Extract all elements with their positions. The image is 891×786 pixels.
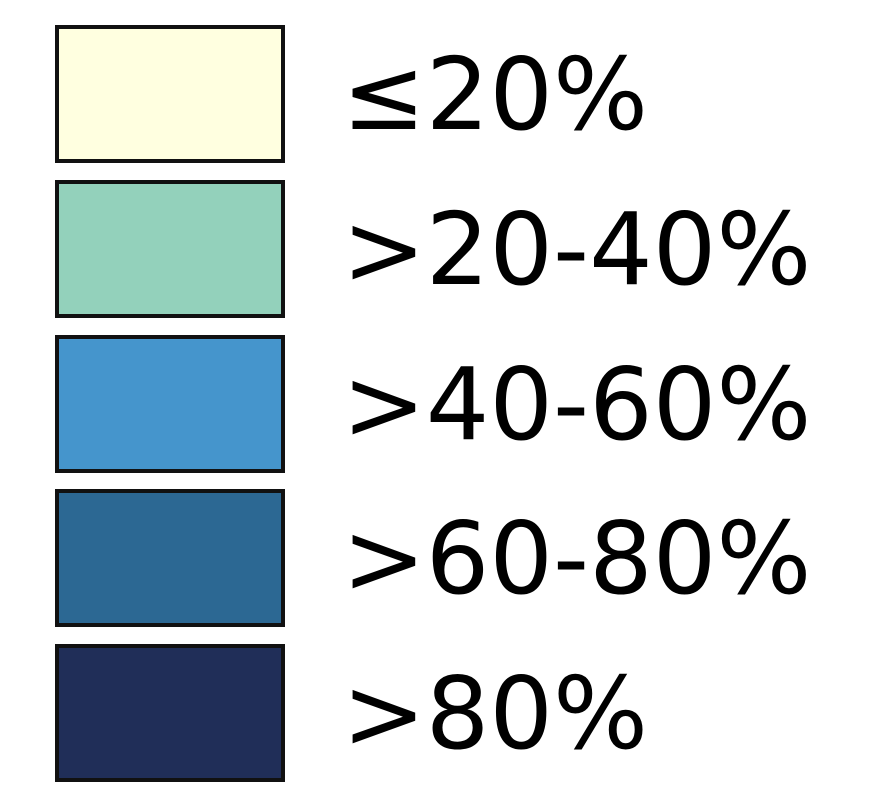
legend-swatch-2 (55, 335, 285, 473)
legend-label-2: >40-60% (342, 346, 812, 463)
legend-label-4: >80% (342, 655, 649, 772)
legend-label-3: >60-80% (342, 500, 812, 617)
legend-item-3: >60-80% (0, 489, 891, 629)
legend-label-0: ≤20% (342, 36, 649, 153)
legend-swatch-3 (55, 489, 285, 627)
legend-label-1: >20-40% (342, 191, 812, 308)
legend-swatch-1 (55, 180, 285, 318)
legend-item-2: >40-60% (0, 335, 891, 475)
legend-item-4: >80% (0, 644, 891, 784)
legend-swatch-4 (55, 644, 285, 782)
legend-item-1: >20-40% (0, 180, 891, 320)
legend-item-0: ≤20% (0, 25, 891, 165)
legend-swatch-0 (55, 25, 285, 163)
